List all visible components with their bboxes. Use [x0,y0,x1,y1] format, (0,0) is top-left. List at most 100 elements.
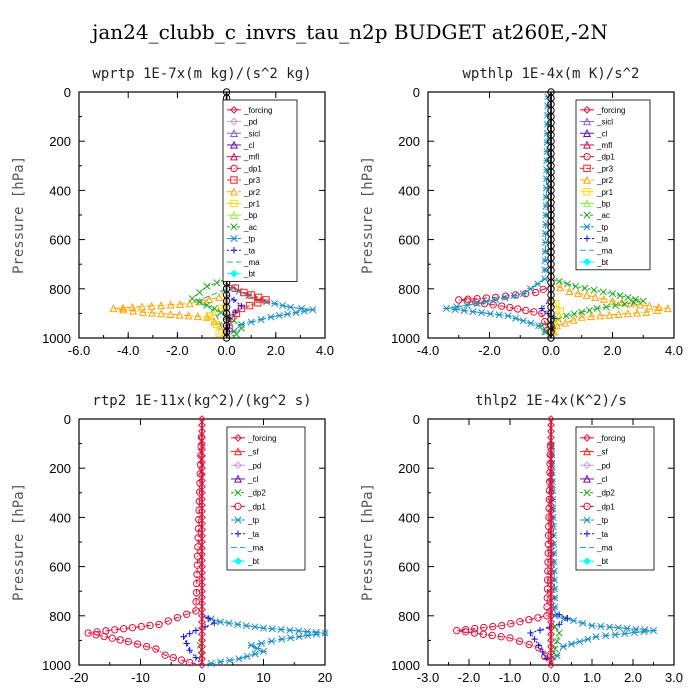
data-point [504,312,512,320]
data-point [309,306,317,314]
legend-marker [234,557,242,566]
legend-marker [234,530,242,537]
data-point [182,610,191,618]
data-point [176,299,185,308]
y-tick-label: 0 [413,85,420,100]
legend-label: _cl [243,141,254,150]
panel-title: wprtp 1E-7x(m kg)/(s^2 kg) [92,66,311,82]
data-point [630,299,638,307]
legend-label: _ac [596,211,610,220]
data-point [574,288,583,297]
legend-marker [583,516,591,524]
legend: _forcing _sicl _cl _mfl _dp1 _pr3 _pr2 _pr1 _bp _… [575,99,651,271]
legend-label: _mfl [596,141,612,150]
x-tick-label: -3.0 [417,670,439,685]
data-point [243,652,251,660]
legend-label: _sf [247,448,259,457]
data-point [300,307,308,315]
data-point [621,630,629,638]
data-point [295,633,303,641]
legend-label: _bt [243,270,256,279]
y-tick-label: 400 [49,510,71,525]
data-point [593,304,601,313]
data-point [592,633,600,641]
data-point [596,311,605,320]
data-point [649,627,658,635]
data-point [556,283,565,292]
legend-marker [583,235,591,242]
data-point [564,615,571,622]
data-point [614,624,622,632]
legend-label: _tp [596,516,609,525]
data-point [321,629,329,637]
x-tick-label: -2.0 [166,343,188,358]
data-point [245,301,254,310]
y-tick-label: 800 [49,609,71,624]
data-point [247,318,255,326]
legend-label: _tp [243,235,256,244]
data-point [251,650,259,658]
y-tick-label: 1000 [391,331,420,346]
y-axis-label: Pressure [hPa] [11,156,27,274]
y-tick-label: 1000 [42,331,71,346]
y-tick-label: 200 [49,461,71,476]
legend-label: _ma [243,258,260,267]
data-point [146,621,154,630]
y-tick-label: 600 [398,233,420,248]
data-point [119,305,128,314]
data-point [541,266,549,274]
legend-label: _dp1 [596,153,615,162]
legend-label: _dp1 [247,502,266,511]
data-point [462,625,470,634]
data-point [237,320,245,329]
data-point [522,306,530,315]
data-point [576,638,584,646]
data-point [469,308,477,316]
data-point [192,598,200,606]
legend-marker [230,247,238,254]
data-point [195,488,204,496]
data-point [577,312,586,321]
data-point [278,635,286,643]
data-point [166,300,175,309]
data-point [197,442,205,451]
data-point [515,637,524,645]
data-point [155,620,163,629]
data-point [535,322,543,330]
data-point [516,618,524,626]
data-point [605,310,614,319]
data-point [653,306,662,315]
data-point [164,617,172,625]
legend-label: _bt [247,557,260,566]
legend-marker [583,223,591,231]
data-point [530,308,538,316]
data-point [312,630,320,638]
data-point [185,299,194,308]
legend-marker [582,175,592,184]
data-point [614,309,623,318]
legend-marker [583,258,591,266]
panel-3: rtp2 1E-11x(kg^2)/(kg^2 s) Pressure [hPa]… [11,393,332,685]
legend-label: _tp [247,516,260,525]
legend-marker [229,152,239,161]
panel-2: wpthlp 1E-4x(m K)/s^2 Pressure [hPa] -4.0 -… [360,66,683,358]
y-tick-label: 200 [398,461,420,476]
data-point [251,623,259,631]
data-point [663,304,672,313]
legend-label: _mfl [243,153,259,162]
data-point [186,658,194,667]
data-point [205,312,214,320]
x-tick-label: -10 [131,670,150,685]
data-point [254,299,262,307]
legend-marker [230,117,238,126]
data-point [453,626,461,635]
data-point [253,644,261,652]
data-point [234,620,242,628]
data-point [213,279,221,287]
x-tick-label: -4.0 [417,343,439,358]
data-point [599,294,608,303]
legend-marker [582,117,592,126]
data-point [173,613,182,622]
data-point [472,298,480,307]
data-point [128,302,137,311]
